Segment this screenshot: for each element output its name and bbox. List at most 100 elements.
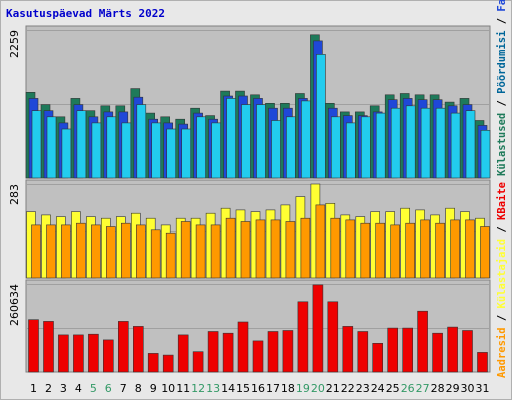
sites-panel: 283 bbox=[8, 179, 491, 279]
legend-item-separator: / bbox=[496, 308, 508, 327]
x-tick-label: 17 bbox=[266, 382, 280, 395]
bar-sites-day-14 bbox=[225, 217, 236, 279]
legend-item-kbytes: KBaite bbox=[496, 182, 508, 220]
bar-kbytes-day-19 bbox=[297, 301, 309, 373]
legend-right: Külastused / Pöördumisi / Faile Aadresid … bbox=[496, 0, 508, 378]
bar-pages-day-14 bbox=[226, 98, 236, 179]
legend-item-files: Faile bbox=[496, 0, 508, 12]
bar-kbytes-day-9 bbox=[147, 353, 159, 373]
bar-sites-day-29 bbox=[450, 219, 460, 279]
bar-pages-day-28 bbox=[435, 107, 446, 179]
bar-sites-day-28 bbox=[435, 222, 445, 279]
x-tick-label: 18 bbox=[281, 382, 295, 395]
x-tick-label: 24 bbox=[371, 382, 385, 395]
x-tick-label: 26 bbox=[401, 382, 415, 395]
bar-pages-day-29 bbox=[450, 112, 461, 179]
bar-sites-day-11 bbox=[180, 221, 191, 279]
legend-item-visits: Külastused bbox=[496, 113, 508, 176]
bar-pages-day-27 bbox=[420, 107, 431, 179]
bar-sites-day-5 bbox=[91, 224, 101, 279]
bar-kbytes-day-28 bbox=[432, 332, 443, 373]
legend-top: Külastused / Pöördumisi / Faile bbox=[496, 0, 508, 176]
bar-pages-day-13 bbox=[211, 122, 221, 179]
bar-sites-day-7 bbox=[121, 222, 131, 279]
x-tick-label: 5 bbox=[90, 382, 97, 395]
bar-kbytes-day-30 bbox=[462, 330, 473, 373]
bar-kbytes-day-16 bbox=[252, 340, 264, 373]
bar-kbytes-day-29 bbox=[447, 326, 458, 373]
bar-kbytes-day-7 bbox=[118, 321, 129, 373]
bar-sites-day-10 bbox=[165, 232, 176, 279]
bar-sites-day-4 bbox=[76, 222, 86, 279]
bar-pages-day-30 bbox=[465, 110, 476, 179]
bar-sites-day-13 bbox=[210, 224, 221, 279]
bar-pages-day-26 bbox=[405, 105, 416, 179]
x-tick-label: 4 bbox=[75, 382, 82, 395]
series-pages bbox=[31, 54, 491, 179]
bar-kbytes-day-26 bbox=[402, 327, 414, 373]
bar-pages-day-4 bbox=[76, 110, 87, 179]
bar-kbytes-day-10 bbox=[162, 354, 174, 373]
x-tick-label: 6 bbox=[105, 382, 112, 395]
bar-sites-day-12 bbox=[195, 224, 206, 279]
legend-item-separator: / bbox=[496, 12, 508, 31]
bar-sites-day-3 bbox=[61, 224, 71, 279]
bar-pages-day-3 bbox=[61, 128, 72, 179]
x-tick-label: 27 bbox=[416, 382, 430, 395]
legend-item-separator: / bbox=[496, 94, 508, 113]
bar-kbytes-day-31 bbox=[477, 352, 488, 373]
x-tick-label: 13 bbox=[206, 382, 220, 395]
x-tick-label: 1 bbox=[30, 382, 37, 395]
bar-kbytes-day-24 bbox=[372, 342, 384, 373]
bar-sites-day-20 bbox=[315, 204, 326, 279]
series-sites bbox=[31, 204, 490, 279]
bar-sites-day-24 bbox=[375, 222, 386, 279]
legend-item-separator: / bbox=[496, 220, 508, 239]
bar-pages-day-19 bbox=[301, 100, 311, 179]
bar-pages-day-7 bbox=[121, 122, 132, 179]
bar-sites-day-18 bbox=[285, 221, 296, 279]
bar-sites-day-16 bbox=[255, 219, 266, 279]
kbytes-panel: 260634 bbox=[8, 279, 491, 373]
bar-pages-day-15 bbox=[241, 104, 251, 179]
visits-panel: 2259 bbox=[8, 25, 491, 179]
x-tick-label: 3 bbox=[60, 382, 67, 395]
chart-title: Kasutuspäevad Märts 2022 bbox=[6, 7, 165, 20]
bar-pages-day-8 bbox=[136, 104, 147, 179]
bar-kbytes-day-22 bbox=[342, 326, 354, 373]
bar-kbytes-day-5 bbox=[88, 333, 99, 373]
bar-pages-day-2 bbox=[46, 116, 57, 179]
bar-kbytes-day-21 bbox=[327, 301, 339, 373]
bar-sites-day-21 bbox=[330, 217, 341, 279]
x-tick-label: 22 bbox=[341, 382, 355, 395]
bar-sites-day-9 bbox=[150, 229, 161, 279]
bar-pages-day-20 bbox=[316, 54, 326, 179]
x-tick-label: 12 bbox=[191, 382, 205, 395]
bar-sites-day-25 bbox=[390, 224, 401, 279]
x-tick-label: 11 bbox=[176, 382, 190, 395]
x-tick-label: 7 bbox=[120, 382, 127, 395]
bar-sites-day-31 bbox=[480, 226, 490, 279]
x-tick-label: 23 bbox=[356, 382, 370, 395]
bar-sites-day-27 bbox=[420, 219, 430, 279]
bar-kbytes-day-14 bbox=[222, 332, 234, 373]
legend-item-pages: Pöördumisi bbox=[496, 31, 508, 94]
bar-kbytes-day-27 bbox=[417, 310, 428, 373]
bar-kbytes-day-25 bbox=[387, 327, 399, 373]
x-tick-label: 16 bbox=[251, 382, 265, 395]
bar-kbytes-day-8 bbox=[133, 326, 144, 373]
legend-item-hits: Külastajaid bbox=[496, 239, 508, 309]
x-tick-label: 19 bbox=[296, 382, 310, 395]
bar-pages-day-17 bbox=[271, 120, 281, 179]
bar-pages-day-5 bbox=[91, 122, 102, 179]
bar-pages-day-16 bbox=[256, 104, 266, 179]
sites-panel-ymax-label: 283 bbox=[8, 184, 21, 205]
bar-kbytes-day-15 bbox=[237, 321, 249, 373]
x-tick-label: 10 bbox=[161, 382, 175, 395]
bar-pages-day-9 bbox=[151, 122, 161, 179]
x-tick-label: 21 bbox=[326, 382, 340, 395]
bar-pages-day-11 bbox=[181, 128, 191, 179]
bar-pages-day-1 bbox=[31, 110, 42, 179]
visits-panel-ymax-label: 2259 bbox=[8, 30, 21, 58]
